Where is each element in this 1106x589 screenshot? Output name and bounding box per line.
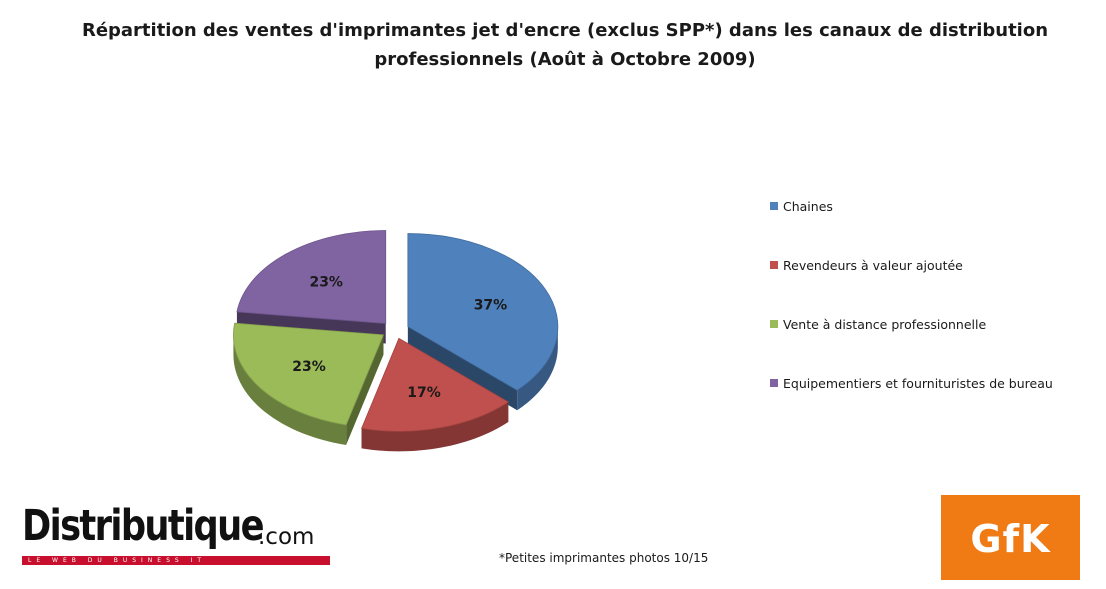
chart-title: Répartition des ventes d'imprimantes jet… [81,20,1049,70]
legend-label: Revendeurs à valeur ajoutée [783,257,963,273]
pie-slice-side [407,326,558,411]
pie-slice-cut-face [346,334,384,445]
legend-item: Revendeurs à valeur ajoutée [770,255,1053,275]
pie-slice [361,337,510,432]
legend-item: Vente à distance professionnelle [770,314,1053,334]
legend-swatch [770,379,778,387]
pie-data-label: 17% [407,385,441,401]
pie-slice [236,230,387,324]
pie-slice [233,322,385,426]
pie-data-label: 37% [474,297,508,313]
pie-slice-wall [517,326,558,411]
distributique-logo-suffix: .com [258,524,315,550]
pie-slice-wall [361,401,509,452]
legend-label: Equipementiers et fournituristes de bure… [783,375,1053,391]
legend: Chaines Revendeurs à valeur ajoutée Vent… [770,196,1053,432]
footnote: *Petites imprimantes photos 10/15 [499,551,709,565]
distributique-logo-tagline: LE WEB DU BUSINESS IT [22,556,330,565]
legend-swatch [770,202,778,210]
legend-swatch [770,261,778,269]
legend-label: Chaines [783,198,833,214]
legend-item: Equipementiers et fournituristes de bure… [770,373,1053,393]
legend-item: Chaines [770,196,1053,216]
distributique-logo-word: Distributique [22,501,265,551]
pie-data-label: 23% [309,275,343,291]
distributique-logo: Distributique .com LE WEB DU BUSINESS IT [22,501,334,567]
pie-slice [407,233,559,391]
legend-label: Vente à distance professionnelle [783,316,987,332]
pie-slice-cut-face [407,326,518,411]
pie-data-label: 23% [292,359,326,375]
gfk-logo-text: GfK [970,517,1051,561]
gfk-logo: GfK [941,495,1080,580]
pie-slice-wall [233,334,347,445]
legend-swatch [770,320,778,328]
